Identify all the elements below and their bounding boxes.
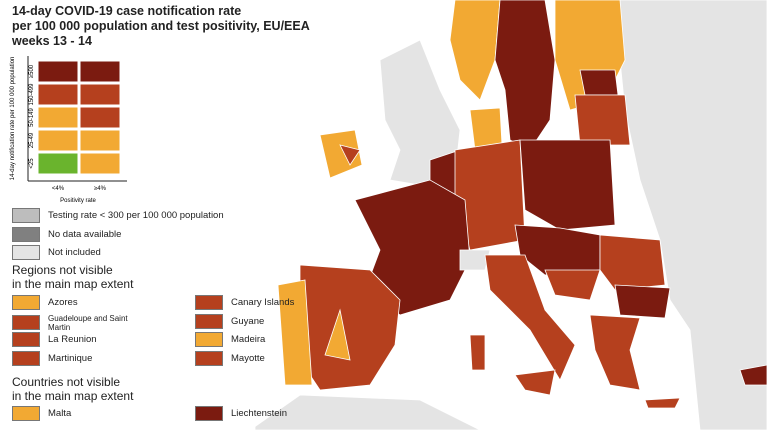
legend-label: Guyane [231, 315, 265, 327]
romania [599, 234, 666, 291]
africa [249, 394, 481, 430]
sicily [514, 369, 556, 396]
section-heading: Countries not visible [12, 375, 121, 389]
legend-item: Martinique [12, 350, 93, 366]
legend-item: Azores [12, 295, 78, 310]
legend-label: Madeira [231, 334, 266, 345]
legend-label: Malta [48, 408, 72, 419]
matrix-row-label: 50-149 [29, 107, 35, 126]
legend-item: Not included [12, 245, 101, 260]
matrix-cell [37, 106, 79, 129]
matrix-row-label: <25 [29, 158, 35, 169]
greece [589, 314, 641, 391]
legend-swatch [12, 226, 40, 242]
legend-item: Canary Islands [195, 295, 294, 310]
matrix-row-label: 25-49 [29, 132, 35, 148]
portugal [277, 279, 313, 386]
title-line: weeks 13 - 14 [12, 34, 92, 48]
legend-swatch [12, 295, 40, 310]
legend-label: Liechtenstein [231, 408, 287, 419]
legend-swatch [12, 406, 40, 421]
matrix-cell [37, 60, 79, 83]
matrix-cell [79, 106, 121, 129]
matrix-cell [79, 83, 121, 106]
matrix-cell [79, 60, 121, 83]
matrix-cell [79, 129, 121, 152]
legend-item: Guadeloupe and Saint Martin [12, 314, 138, 332]
legend-item: Malta [12, 406, 71, 421]
section-heading: Regions not visible [12, 263, 113, 277]
legend-item: Mayotte [195, 350, 265, 366]
matrix-row-label: 150-499 [29, 83, 35, 106]
matrix-row-label: ≥500 [29, 64, 35, 78]
legend-label: Martinique [48, 352, 93, 364]
france [354, 179, 471, 316]
title-line: 14-day COVID-19 case notification rate [12, 4, 242, 18]
legend-item: Liechtenstein [195, 406, 287, 421]
legend-swatch [195, 313, 223, 329]
crete [644, 397, 681, 409]
non-eu-land [559, 0, 767, 430]
legend-label: La Reunion [48, 334, 97, 345]
legend-item: Testing rate < 300 per 100 000 populatio… [12, 208, 224, 223]
legend-label: Guadeloupe and Saint Martin [48, 313, 128, 332]
legend-swatch [12, 208, 40, 223]
title-line: per 100 000 population and test positivi… [12, 19, 310, 33]
cyprus [739, 364, 767, 386]
legend-matrix: 14-day notification rate per 100 000 pop… [10, 56, 127, 204]
matrix-cell [37, 83, 79, 106]
legend-swatch [12, 350, 40, 366]
switzerland [459, 249, 491, 271]
legend-label: Canary Islands [231, 297, 295, 308]
section-heading: in the main map extent [12, 389, 134, 403]
legend-label: Mayotte [231, 352, 265, 364]
legend-label: Not included [48, 247, 101, 258]
sardinia [469, 334, 486, 371]
ireland [319, 129, 363, 179]
legend-swatch [195, 406, 223, 421]
legend-label: No data available [48, 228, 122, 240]
poland-czechia [519, 139, 616, 231]
legend-swatch [195, 350, 223, 366]
matrix-cell [37, 129, 79, 152]
bulgaria [614, 284, 671, 319]
italy [484, 254, 576, 381]
matrix-y-label: 14-day notification rate per 100 000 pop… [10, 57, 16, 181]
section-heading: in the main map extent [12, 277, 134, 291]
estonia [579, 69, 619, 96]
matrix-col-label: <4% [52, 186, 65, 192]
legend-swatch [12, 315, 40, 330]
legend-label: Testing rate < 300 per 100 000 populatio… [48, 210, 224, 221]
legend-item: No data available [12, 226, 122, 242]
matrix-cell [79, 152, 121, 175]
legend-label: Azores [48, 297, 78, 308]
legend-swatch [195, 332, 223, 347]
legend-swatch [195, 295, 223, 310]
germany [454, 139, 526, 251]
legend-swatch [12, 332, 40, 347]
legend-item: Guyane [195, 313, 265, 329]
legend-item: La Reunion [12, 332, 97, 347]
matrix-x-label: Positivity rate [60, 198, 96, 204]
legend-item: Madeira [195, 332, 265, 347]
norway [449, 0, 501, 101]
matrix-cell [37, 152, 79, 175]
latvia-lithuania [574, 94, 631, 146]
legend-swatch [12, 245, 40, 260]
ireland-east [339, 144, 361, 166]
matrix-col-label: ≥4% [94, 186, 107, 192]
spain-central [324, 308, 351, 361]
croatia-slovenia [544, 269, 601, 301]
